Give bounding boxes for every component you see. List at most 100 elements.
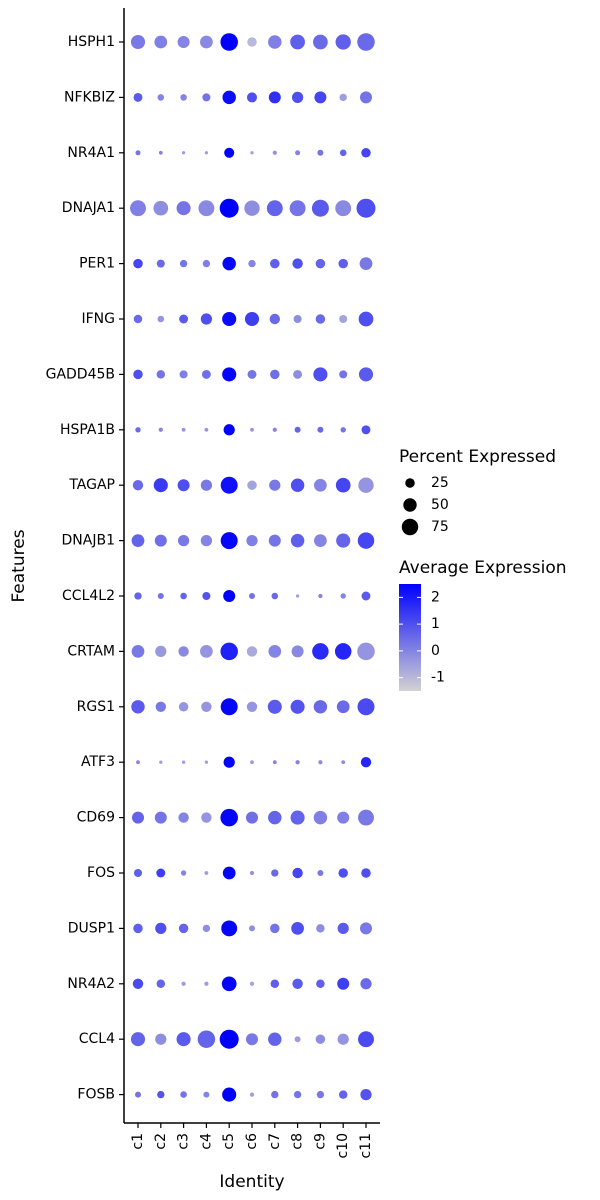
dot-tagap-c1 bbox=[132, 480, 144, 491]
y-tick-label-ifng: IFNG bbox=[81, 311, 115, 327]
dot-dnaja1-c11 bbox=[356, 198, 376, 218]
y-tick-label-nr4a2: NR4A2 bbox=[67, 976, 115, 992]
y-tick-label-tagap: TAGAP bbox=[68, 477, 115, 493]
dot-atf3-c1 bbox=[136, 760, 140, 765]
dot-atf3-c3 bbox=[181, 760, 186, 764]
x-tick-label-c8: c8 bbox=[290, 1133, 306, 1150]
dot-per1-c11 bbox=[359, 257, 373, 270]
dot-dnajb1-c4 bbox=[200, 534, 213, 547]
dot-nfkbiz-c3 bbox=[180, 94, 187, 101]
y-tick-label-fosb: FOSB bbox=[77, 1087, 115, 1103]
dot-nr4a1-c5 bbox=[224, 147, 235, 158]
dot-ccl4l2-c3 bbox=[180, 592, 187, 600]
dot-cd69-c11 bbox=[358, 809, 374, 826]
dot-dnajb1-c7 bbox=[268, 534, 281, 547]
dot-nr4a2-c1 bbox=[132, 978, 144, 989]
y-tick-label-ccl4: CCL4 bbox=[79, 1031, 115, 1047]
dot-nr4a2-c8 bbox=[292, 978, 303, 989]
dot-nr4a1-c6 bbox=[250, 151, 254, 155]
dot-ccl4l2-c7 bbox=[271, 592, 279, 600]
dot-tagap-c5 bbox=[220, 476, 238, 494]
x-tick-label-c9: c9 bbox=[312, 1133, 328, 1150]
dot-hspa1b-c3 bbox=[181, 427, 186, 432]
x-tick-label-c3: c3 bbox=[176, 1133, 192, 1150]
dot-fos-c5 bbox=[222, 866, 236, 880]
y-tick-label-rgs1: RGS1 bbox=[77, 699, 115, 715]
dot-nr4a1-c8 bbox=[295, 150, 301, 156]
dot-hsph1-c1 bbox=[130, 34, 146, 50]
dot-tagap-c6 bbox=[247, 480, 257, 490]
dot-dusp1-c7 bbox=[270, 923, 280, 934]
dot-gadd45b-c4 bbox=[201, 369, 211, 379]
dot-rgs1-c11 bbox=[357, 698, 375, 716]
dot-dusp1-c1 bbox=[133, 923, 143, 934]
dot-dnaja1-c8 bbox=[289, 200, 306, 217]
dot-nr4a2-c9 bbox=[316, 979, 325, 989]
dot-dnajb1-c3 bbox=[177, 534, 190, 547]
color-legend-ticks: 2 1 0 -1 bbox=[399, 589, 445, 686]
dot-cd69-c9 bbox=[313, 810, 328, 825]
dot-fos-c1 bbox=[133, 868, 143, 878]
dot-ccl4-c10 bbox=[337, 1033, 349, 1045]
y-axis-title: Features bbox=[9, 529, 29, 602]
dot-hsph1-c6 bbox=[247, 37, 257, 47]
dot-nr4a1-c7 bbox=[272, 150, 277, 155]
dot-per1-c8 bbox=[292, 258, 303, 269]
dot-dusp1-c8 bbox=[291, 922, 304, 935]
dot-hspa1b-c4 bbox=[204, 427, 209, 432]
dot-nfkbiz-c6 bbox=[246, 92, 258, 103]
dot-cd69-c8 bbox=[290, 810, 305, 825]
x-tick-layer: c1 c2 c3 c4 c5 c6 c7 c8 c9 c10 c11 bbox=[130, 1123, 374, 1159]
dot-tagap-c8 bbox=[290, 478, 305, 492]
dot-dnajb1-c9 bbox=[314, 534, 327, 547]
y-tick-label-fos: FOS bbox=[87, 865, 115, 881]
dot-per1-c3 bbox=[179, 259, 188, 268]
dot-crtam-c3 bbox=[178, 646, 189, 657]
dot-per1-c5 bbox=[222, 256, 236, 271]
y-tick-label-hsph1: HSPH1 bbox=[68, 34, 115, 50]
dot-nfkbiz-c4 bbox=[202, 93, 211, 102]
size-legend-label-75: 75 bbox=[431, 519, 449, 535]
dot-dnaja1-c1 bbox=[130, 200, 146, 217]
dot-crtam-c7 bbox=[268, 645, 282, 658]
dot-gadd45b-c10 bbox=[339, 370, 348, 379]
dot-ccl4-c1 bbox=[130, 1032, 146, 1047]
dot-atf3-c5 bbox=[223, 756, 235, 768]
dot-cd69-c5 bbox=[220, 808, 238, 827]
dot-gadd45b-c1 bbox=[133, 369, 143, 380]
dot-hspa1b-c11 bbox=[361, 425, 371, 435]
dot-dnaja1-c7 bbox=[266, 200, 283, 217]
dot-per1-c6 bbox=[248, 259, 256, 268]
x-tick-label-c7: c7 bbox=[267, 1133, 283, 1150]
dot-tagap-c10 bbox=[335, 477, 351, 493]
dot-dnajb1-c6 bbox=[246, 534, 258, 547]
dot-cd69-c3 bbox=[178, 812, 189, 823]
dot-fos-c2 bbox=[156, 868, 166, 878]
dot-fos-c4 bbox=[204, 871, 209, 875]
dot-hsph1-c5 bbox=[220, 33, 238, 51]
dot-tagap-c3 bbox=[177, 479, 190, 492]
dot-ccl4-c9 bbox=[315, 1034, 326, 1044]
color-legend-title: Average Expression bbox=[399, 558, 567, 578]
dot-ccl4l2-c8 bbox=[295, 594, 300, 598]
dot-atf3-c6 bbox=[250, 760, 254, 765]
dot-crtam-c6 bbox=[246, 646, 258, 657]
dot-per1-c1 bbox=[133, 258, 143, 269]
size-legend-label-25: 25 bbox=[431, 475, 449, 491]
dot-dusp1-c4 bbox=[202, 924, 211, 933]
dot-rgs1-c10 bbox=[336, 700, 350, 714]
dot-ccl4l2-c4 bbox=[202, 591, 211, 601]
dot-rgs1-c4 bbox=[201, 701, 212, 712]
dot-crtam-c8 bbox=[291, 645, 304, 658]
dot-cd69-c2 bbox=[154, 811, 167, 824]
dot-gadd45b-c2 bbox=[156, 370, 166, 379]
dot-hsph1-c7 bbox=[268, 35, 282, 49]
dot-fos-c3 bbox=[180, 870, 187, 876]
dot-rgs1-c8 bbox=[290, 699, 305, 714]
color-legend-label: 2 bbox=[431, 589, 440, 605]
dot-ccl4l2-c6 bbox=[249, 593, 255, 599]
dot-gadd45b-c11 bbox=[358, 367, 374, 382]
dot-hspa1b-c8 bbox=[294, 426, 301, 433]
dot-fosb-c1 bbox=[135, 1091, 141, 1098]
